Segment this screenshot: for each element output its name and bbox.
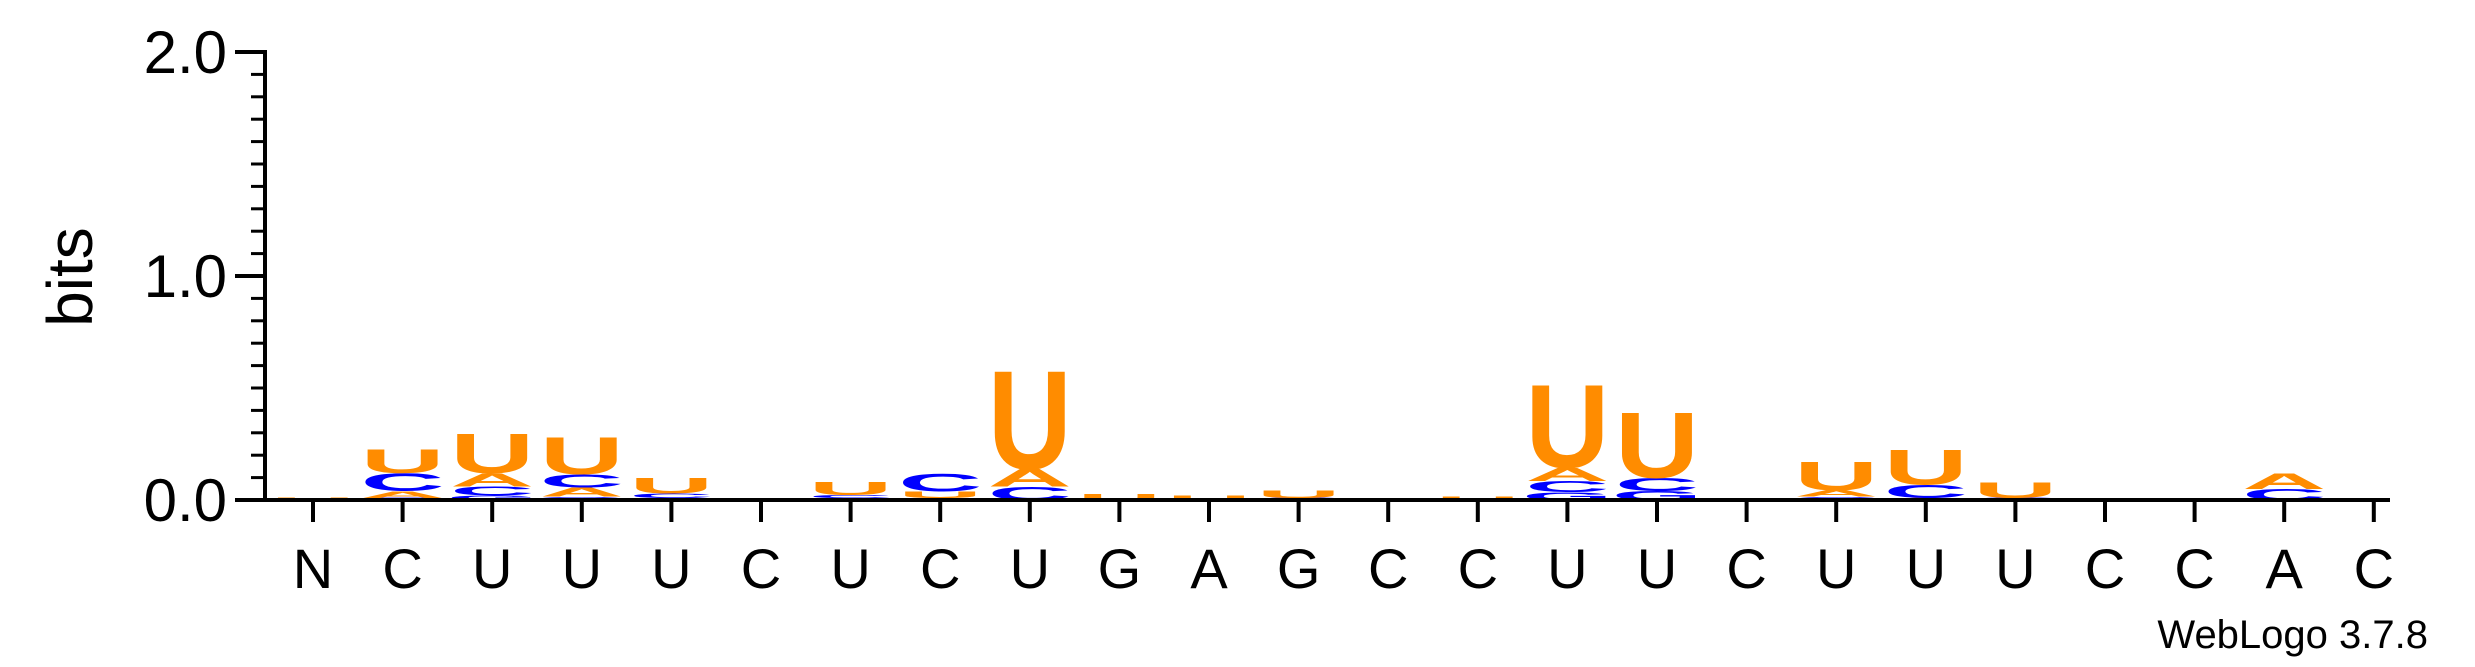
logo-letter-a: A [1525, 464, 1609, 485]
logo-letter-u: U [629, 473, 713, 498]
x-tick-label: C [2085, 537, 2125, 600]
x-tick-label: U [1816, 537, 1856, 600]
y-axis-label: bits [34, 227, 106, 327]
logo-letter-c: C [540, 471, 624, 492]
logo-letter-a: A [540, 485, 624, 499]
x-tick-label: U [562, 537, 602, 600]
logo-letter-u: U [1794, 454, 1878, 499]
logo-letter-u: U [540, 427, 624, 486]
x-tick-label: G [1098, 537, 1142, 600]
logo-letter-c: C [1525, 478, 1609, 496]
x-tick-label: C [382, 537, 422, 600]
x-tick-label: U [472, 537, 512, 600]
x-tick-label: C [2174, 537, 2214, 600]
x-tick-label: N [293, 537, 333, 600]
logo-letter-u: U [361, 442, 445, 481]
logo-letter-u: U [1257, 488, 1341, 500]
logo-letter-u: U [1615, 393, 1699, 498]
x-tick-label: C [741, 537, 781, 600]
x-tick-label: C [2354, 537, 2394, 600]
logo-letter-c: C [1615, 474, 1699, 495]
logo-letter-u: U [809, 478, 893, 499]
x-tick-label: C [920, 537, 960, 600]
y-tick-label: 2.0 [144, 19, 227, 86]
y-tick-label: 1.0 [144, 243, 227, 310]
logo-letter-a: A [450, 470, 534, 491]
logo-letter-a: A [1794, 488, 1878, 498]
x-tick-label: G [1277, 537, 1321, 600]
logo-letter-u: U [1077, 493, 1161, 502]
x-tick-label: C [1368, 537, 1408, 600]
logo-letter-u: U [1525, 360, 1609, 492]
x-tick-label: C [1458, 537, 1498, 600]
x-tick-label: C [1726, 537, 1766, 600]
weblogo-credit: WebLogo 3.7.8 [2157, 613, 2428, 657]
logo-letter-u: U [1436, 496, 1520, 500]
y-tick-label: 0.0 [144, 467, 227, 534]
logo-letter-a: A [988, 464, 1072, 492]
logo-letter-a: A [361, 489, 445, 499]
x-tick-label: U [1906, 537, 1946, 600]
x-tick-label: U [1010, 537, 1050, 600]
x-tick-label: U [1637, 537, 1677, 600]
logo-letter-a: A [2242, 469, 2326, 494]
y-axis: 0.0 1.0 2.0 [144, 19, 267, 534]
x-tick-label: U [830, 537, 870, 600]
logo-letter-c: C [809, 494, 893, 499]
x-tick-label: A [1190, 537, 1228, 600]
letter-stacks: AUGACUGCAUGACUACUUACUAUCCAUUUCUCUGCAUGCU… [271, 342, 2326, 504]
logo-letter-u: U [1884, 439, 1968, 495]
x-tick-label: U [1995, 537, 2035, 600]
x-tick-label: U [651, 537, 691, 600]
logo-letter-u: U [450, 423, 534, 486]
logo-letter-c: C [361, 468, 445, 496]
logo-letter-u: U [988, 342, 1072, 499]
logo-letter-c: C [1884, 481, 1968, 502]
logo-letter-c: C [629, 492, 713, 499]
logo-letter-c: C [898, 469, 982, 497]
logo-letter-g: G [447, 494, 537, 501]
x-tick-label: A [2266, 537, 2304, 600]
logo-letter-c: C [450, 484, 534, 498]
x-tick-label: U [1547, 537, 1587, 600]
logo-letter-u: U [898, 490, 982, 500]
logo-letter-u: U [1167, 494, 1251, 501]
